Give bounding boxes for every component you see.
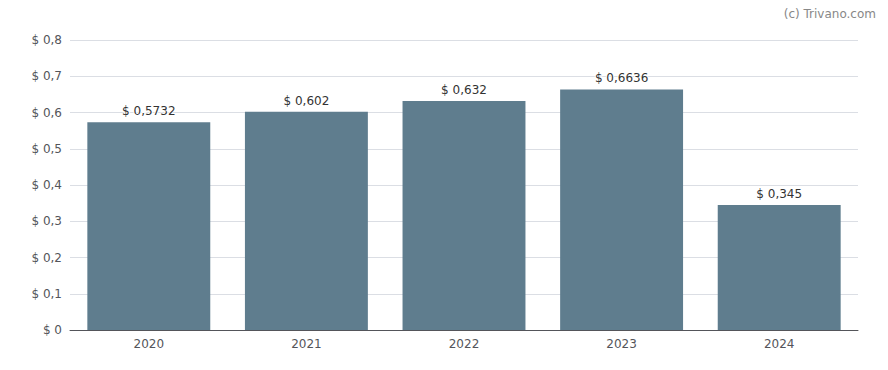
svg-text:$ 0: $ 0 <box>43 323 62 337</box>
svg-text:(c) Trivano.com: (c) Trivano.com <box>784 7 876 21</box>
svg-text:2022: 2022 <box>449 337 480 351</box>
svg-text:$ 0,8: $ 0,8 <box>31 33 62 47</box>
svg-text:$ 0,345: $ 0,345 <box>756 187 802 201</box>
svg-text:$ 0,2: $ 0,2 <box>31 251 62 265</box>
svg-text:$ 0,6636: $ 0,6636 <box>595 71 648 85</box>
svg-text:$ 0,7: $ 0,7 <box>31 69 62 83</box>
svg-text:2024: 2024 <box>764 337 795 351</box>
svg-text:$ 0,6: $ 0,6 <box>31 106 62 120</box>
svg-text:$ 0,632: $ 0,632 <box>441 83 487 97</box>
svg-text:2021: 2021 <box>291 337 322 351</box>
svg-text:$ 0,602: $ 0,602 <box>283 94 329 108</box>
svg-text:2023: 2023 <box>606 337 637 351</box>
svg-text:2020: 2020 <box>134 337 165 351</box>
svg-text:$ 0,3: $ 0,3 <box>31 214 62 228</box>
svg-text:$ 0,5: $ 0,5 <box>31 142 62 156</box>
svg-text:$ 0,4: $ 0,4 <box>31 178 62 192</box>
svg-text:$ 0,1: $ 0,1 <box>31 287 62 301</box>
svg-text:$ 0,5732: $ 0,5732 <box>122 104 175 118</box>
